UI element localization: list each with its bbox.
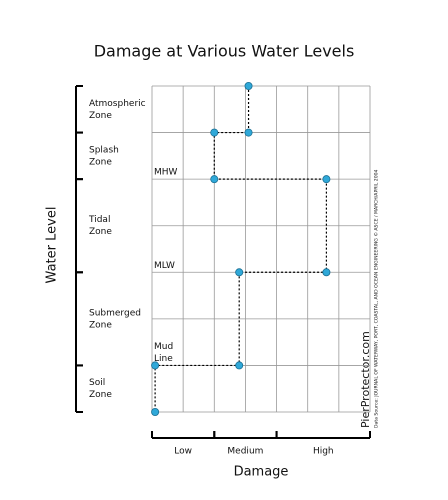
- x-axis-label: Damage: [234, 465, 289, 480]
- label-line: Zone: [89, 320, 112, 330]
- label-line: Soil: [89, 378, 105, 388]
- source: Data Source: JOURNAL OF WATERWAY, PORT, …: [373, 169, 380, 428]
- damage-label: High: [313, 447, 334, 457]
- label-line: Tidal: [88, 215, 110, 225]
- y-axis-label: Water Level: [45, 207, 60, 284]
- data-point: [210, 175, 219, 184]
- chart-title: Damage at Various Water Levels: [94, 42, 355, 61]
- data-point: [322, 268, 331, 277]
- label-line: Zone: [89, 111, 112, 121]
- label-line: Zone: [89, 390, 112, 400]
- brand: PierProtector.com: [359, 331, 372, 428]
- level-label: Line: [154, 354, 173, 364]
- data-point: [322, 175, 331, 184]
- data-point: [244, 128, 253, 137]
- damage-label: Low: [174, 447, 192, 457]
- label-line: Atmospheric: [89, 99, 146, 109]
- data-point: [235, 268, 244, 277]
- label-line: Submerged: [89, 308, 141, 318]
- level-label: MLW: [154, 261, 175, 271]
- level-label: MHW: [154, 168, 178, 178]
- label-line: Zone: [89, 227, 112, 237]
- data-point: [151, 361, 160, 370]
- data-point: [210, 128, 219, 137]
- label-line: Zone: [89, 157, 112, 167]
- damage-label: Medium: [227, 447, 263, 457]
- data-point: [151, 407, 160, 416]
- data-point: [235, 361, 244, 370]
- data-point: [244, 82, 253, 91]
- level-label: Mud: [154, 342, 173, 352]
- label-line: Splash: [89, 145, 119, 155]
